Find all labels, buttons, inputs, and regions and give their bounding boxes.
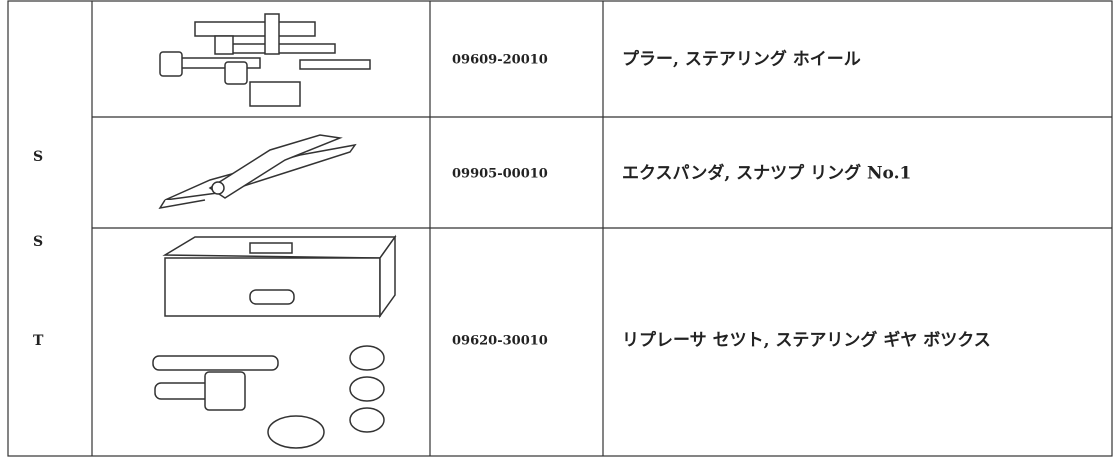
label-letter: S [33,149,43,165]
part-number: 09905-00010 [452,167,548,182]
label-letter: S [33,234,43,250]
tool-set-drawing [152,234,397,449]
part-number: 09620-30010 [452,334,548,349]
part-number: 09609-20010 [452,53,548,68]
tool-name: プラー, ステアリング ホイール [622,49,861,70]
tool-name: エクスパンダ, スナツプ リング No.1 [622,163,911,184]
tool-name: リプレーサ セツト, ステアリング ギヤ ボツクス [622,330,991,351]
table-grid [7,0,1113,457]
label-letter: T [33,333,44,349]
pliers-drawing [158,134,357,210]
puller-drawing [159,13,371,107]
